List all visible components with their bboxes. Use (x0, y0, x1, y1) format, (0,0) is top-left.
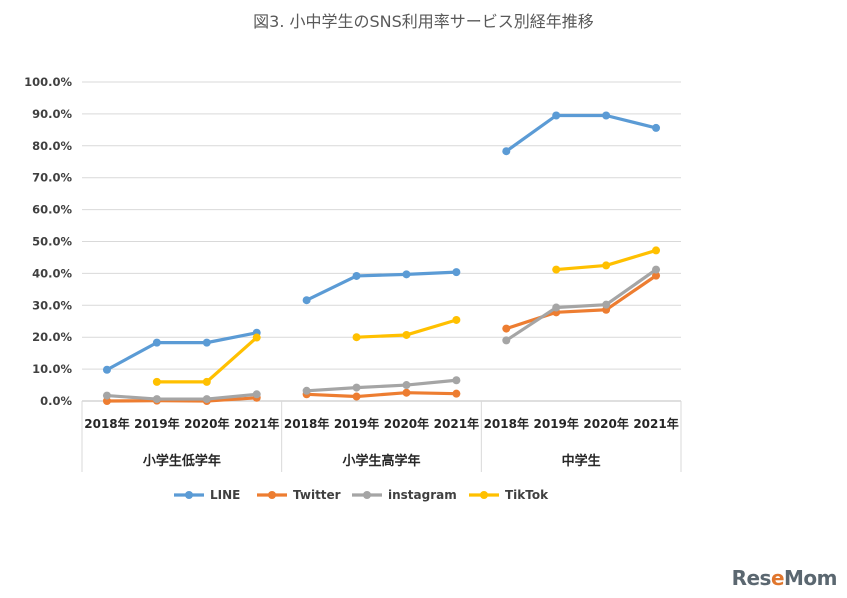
data-point-line (152, 338, 161, 347)
data-point-twitter (402, 388, 411, 397)
data-point-twitter (652, 271, 661, 280)
y-tick-label: 50.0% (32, 235, 72, 249)
y-tick-label: 20.0% (32, 330, 72, 344)
data-point-instagram (252, 390, 261, 399)
data-point-instagram (402, 381, 411, 390)
data-point-twitter (452, 389, 461, 398)
y-tick-label: 60.0% (32, 203, 72, 217)
legend-label-instagram: instagram (388, 488, 457, 502)
series-line-twitter (504, 274, 658, 331)
resemom-logo: ReseMom (731, 566, 838, 590)
data-point-tiktok (352, 333, 361, 342)
data-point-line (202, 338, 211, 347)
data-point-instagram (152, 395, 161, 404)
series-line-twitter (105, 396, 259, 403)
y-tick-label: 0.0% (40, 394, 72, 408)
data-point-tiktok (202, 377, 211, 386)
legend-marker-tiktok (480, 491, 488, 499)
data-point-line (602, 111, 611, 120)
gridlines (82, 81, 681, 402)
data-point-line (302, 296, 311, 305)
data-point-tiktok (452, 315, 461, 324)
data-point-instagram (652, 265, 661, 274)
chart-title: 図3. 小中学生のSNS利用率サービス別経年推移 (253, 12, 594, 31)
legend-marker-line (185, 491, 193, 499)
series-line-line (105, 331, 259, 372)
data-point-instagram (452, 376, 461, 385)
data-point-instagram (602, 300, 611, 309)
y-tick-label: 70.0% (32, 171, 72, 185)
data-point-instagram (352, 383, 361, 392)
legend-label-line: LINE (210, 488, 240, 502)
data-point-line (402, 270, 411, 279)
data-point-tiktok (602, 261, 611, 270)
x-tick-label: 2021年 (234, 416, 279, 431)
y-tick-label: 100.0% (24, 75, 72, 89)
y-tick-label: 90.0% (32, 107, 72, 121)
x-tick-label: 2021年 (633, 416, 678, 431)
x-tick-label: 2020年 (384, 416, 429, 431)
x-tick-label: 2018年 (284, 416, 329, 431)
x-tick-label: 2020年 (583, 416, 628, 431)
legend-marker-twitter (268, 491, 276, 499)
legend-marker-instagram (363, 491, 371, 499)
x-tick-label: 2019年 (134, 416, 179, 431)
legend-label-tiktok: TikTok (505, 488, 549, 502)
data-point-line (352, 271, 361, 280)
data-point-instagram (552, 303, 561, 312)
y-axis-ticks: 0.0% 10.0% 20.0% 30.0% 40.0% 50.0% 60.0% 70.0% 8… (24, 75, 72, 408)
series-line-instagram (504, 267, 658, 342)
y-tick-label: 10.0% (32, 362, 72, 376)
series-line-twitter (305, 391, 458, 399)
series-line-instagram (105, 392, 259, 401)
data-point-tiktok (552, 265, 561, 274)
legend-label-twitter: Twitter (293, 488, 341, 502)
x-group-label: 小学生低学年 (143, 453, 221, 469)
x-group-label: 中学生 (562, 453, 601, 469)
y-tick-label: 30.0% (32, 298, 72, 312)
data-point-twitter (502, 324, 511, 333)
data-point-instagram (502, 336, 511, 345)
data-point-line (502, 147, 511, 156)
x-tick-label: 2019年 (334, 416, 379, 431)
data-point-instagram (102, 391, 111, 400)
data-point-tiktok (152, 377, 161, 386)
x-tick-label: 2020年 (184, 416, 229, 431)
x-tick-label: 2018年 (484, 416, 529, 431)
data-point-line (102, 365, 111, 374)
x-group-label: 小学生高学年 (342, 453, 420, 469)
x-tick-label: 2018年 (84, 416, 129, 431)
data-point-twitter (352, 392, 361, 401)
data-point-instagram (202, 395, 211, 404)
series-lines (102, 111, 661, 405)
data-point-tiktok (402, 330, 411, 339)
series-line-line (504, 113, 658, 153)
series-line-line (305, 270, 458, 302)
legend: LINE Twitter instagram TikTok (174, 488, 549, 502)
x-tick-label: 2021年 (434, 416, 479, 431)
data-point-line (652, 123, 661, 132)
data-point-tiktok (652, 246, 661, 255)
series-line-instagram (305, 378, 458, 393)
data-point-tiktok (252, 333, 261, 342)
y-tick-label: 40.0% (32, 266, 72, 280)
x-tick-label: 2019年 (534, 416, 579, 431)
data-point-line (452, 268, 461, 277)
data-point-instagram (302, 386, 311, 395)
y-tick-label: 80.0% (32, 139, 72, 153)
data-point-line (552, 111, 561, 120)
